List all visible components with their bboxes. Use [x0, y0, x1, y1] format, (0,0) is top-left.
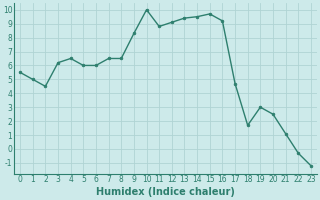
X-axis label: Humidex (Indice chaleur): Humidex (Indice chaleur)	[96, 187, 235, 197]
